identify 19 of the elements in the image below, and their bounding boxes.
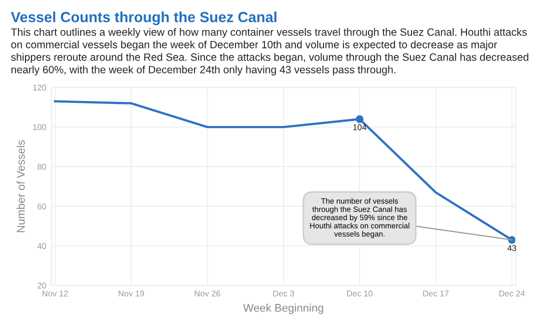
chart-title: Vessel Counts through the Suez Canal: [10, 12, 276, 26]
chart-subtitle: This chart outlines a weekly view of how many container vessels travel through the Suez Canal. Houthi attacks on commercial vessels began the week of December 10th and volume is expected to decrease as major shippers reroute around the Red Sea. Since the attacks began, volume through the Suez Canal has decreased nearly 60%, with the week of December 24th only having 43 vessels pass through.: [11, 28, 528, 76]
y-tick-label: 40: [37, 243, 46, 249]
data-label: 43: [507, 245, 516, 251]
x-tick-label: Dec 10: [347, 290, 373, 296]
y-tick-label: 120: [33, 84, 46, 91]
x-tick-label: Dec 3: [273, 290, 294, 296]
x-tick-label: Nov 26: [194, 290, 220, 296]
y-tick-label: 100: [33, 124, 46, 130]
x-axis-title: Week Beginning: [243, 304, 324, 314]
y-axis-title: Number of Vessels: [16, 140, 25, 232]
y-tick-label: 60: [38, 203, 46, 210]
x-tick-label: Nov 19: [118, 290, 144, 296]
x-tick-label: Dec 17: [423, 290, 449, 296]
data-label: 104: [353, 124, 366, 130]
x-tick-label: Nov 12: [42, 290, 68, 296]
y-tick-label: 80: [38, 164, 46, 170]
y-tick-label: 20: [38, 282, 46, 289]
x-tick-label: Dec 24: [499, 290, 525, 296]
